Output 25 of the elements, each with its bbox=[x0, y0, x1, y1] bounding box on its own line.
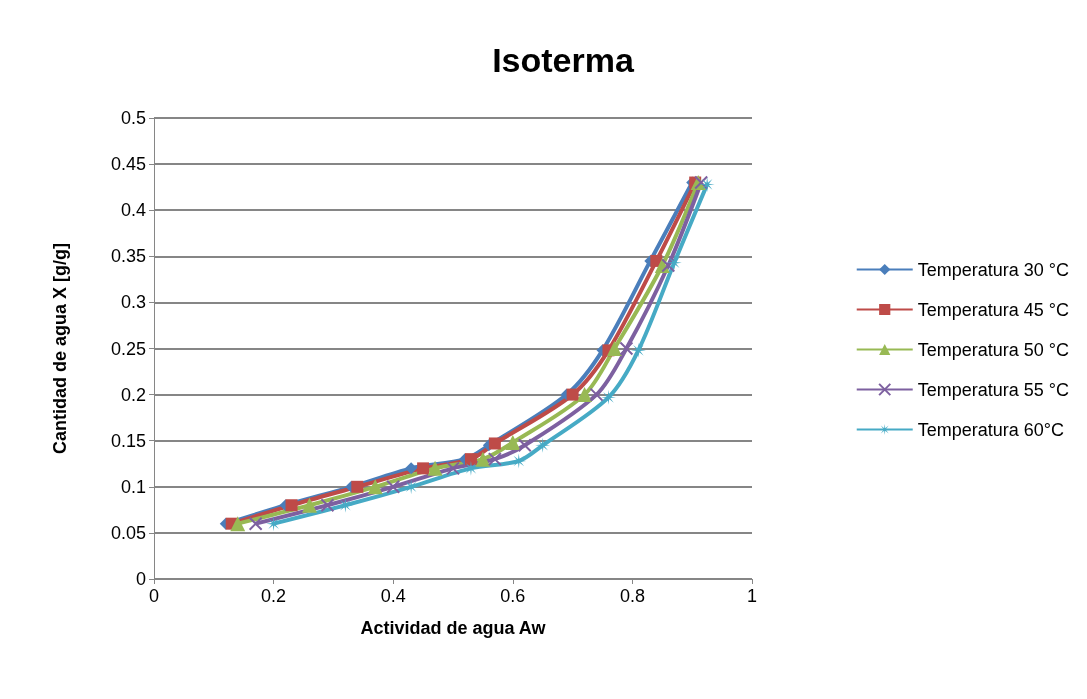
x-tick-label: 0 bbox=[148, 586, 160, 606]
x-axis-title: Actividad de agua Aw bbox=[360, 618, 547, 638]
y-tick-label: 0.15 bbox=[110, 430, 146, 451]
x-tick-label: 0.8 bbox=[619, 586, 645, 606]
chart-title: Isoterma bbox=[492, 41, 635, 79]
y-tick-label: 0.3 bbox=[120, 292, 146, 313]
legend-label: Temperatura 55 °C bbox=[917, 379, 1070, 400]
y-tick-label: 0.45 bbox=[110, 154, 146, 175]
x-tick-label: 1 bbox=[746, 586, 758, 606]
y-tick-label: 0.4 bbox=[120, 200, 146, 221]
y-tick-label: 0.2 bbox=[120, 384, 146, 405]
y-axis-title: Cantidad de agua X [g/g] bbox=[50, 242, 70, 455]
y-tick-label: 0.5 bbox=[120, 108, 146, 128]
legend-label: Temperatura 50 °C bbox=[917, 339, 1070, 360]
legend-label: Temperatura 60°C bbox=[917, 419, 1065, 440]
legend-label: Temperatura 30 °C bbox=[917, 259, 1070, 280]
y-tick-label: 0 bbox=[135, 569, 146, 589]
y-tick-label: 0.1 bbox=[120, 476, 146, 497]
x-tick-label: 0.2 bbox=[261, 586, 287, 606]
x-tick-label: 0.6 bbox=[500, 586, 526, 606]
y-tick-label: 0.05 bbox=[110, 522, 146, 543]
x-tick-label: 0.4 bbox=[380, 586, 406, 606]
y-tick-label: 0.35 bbox=[110, 246, 146, 267]
legend-label: Temperatura 45 °C bbox=[917, 299, 1070, 320]
y-tick-label: 0.25 bbox=[110, 338, 146, 359]
